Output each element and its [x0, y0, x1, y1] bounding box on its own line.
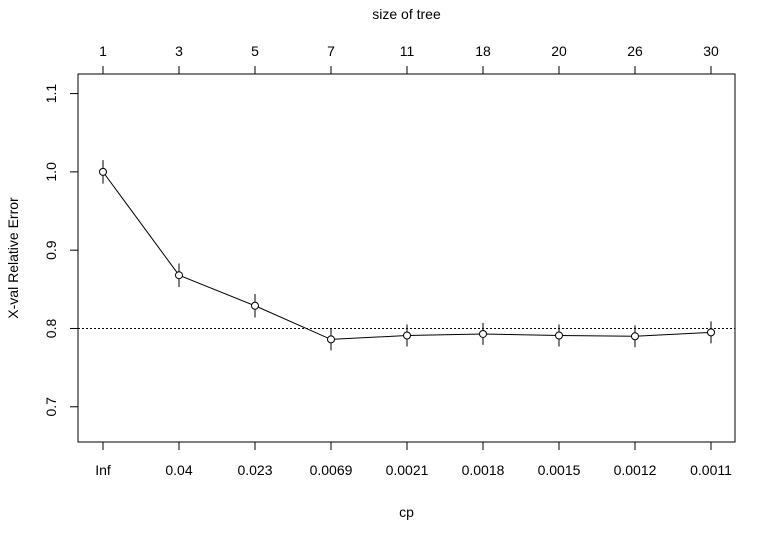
top-axis-label: size of tree	[372, 6, 441, 22]
top-tick-label: 26	[627, 43, 643, 59]
x-tick-label: 0.0018	[462, 462, 505, 478]
top-tick-label: 18	[475, 43, 491, 59]
data-point	[251, 301, 259, 310]
y-tick-label: 0.9	[43, 240, 59, 260]
y-axis-label: X-val Relative Error	[5, 197, 21, 319]
top-tick-label: 1	[99, 43, 107, 59]
y-tick-label: 1.0	[43, 162, 59, 182]
top-tick-label: 3	[175, 43, 183, 59]
data-point	[555, 331, 563, 340]
x-tick-label: 0.023	[237, 462, 272, 478]
x-tick-label: 0.0069	[310, 462, 353, 478]
x-tick-label: 0.0021	[386, 462, 429, 478]
series-layer	[99, 160, 715, 351]
x-tick-label: 0.0011	[690, 462, 732, 478]
x-tick-label: 0.0012	[614, 462, 657, 478]
series-line	[102, 171, 712, 340]
x-axis-label: cp	[399, 504, 414, 520]
y-tick-label: 0.7	[43, 397, 59, 417]
data-point	[175, 271, 183, 280]
data-point	[631, 332, 639, 341]
top-tick-label: 30	[703, 43, 719, 59]
left-axis: 0.7 0.8 0.9 1.0 1.1	[43, 84, 78, 417]
y-tick-label: 1.1	[43, 84, 59, 104]
data-point	[403, 331, 411, 340]
bottom-axis: Inf 0.04 0.023 0.0069 0.0021 0.0018 0.0015 0.00…	[95, 442, 732, 478]
top-tick-label: 5	[251, 43, 259, 59]
plot-frame	[77, 73, 736, 443]
x-tick-label: 0.04	[165, 462, 192, 478]
top-tick-label: 20	[551, 43, 567, 59]
y-tick-label: 0.8	[43, 319, 59, 339]
data-point	[707, 328, 715, 337]
top-axis: 1 3 5 7 11 18 20 26 30	[99, 43, 719, 74]
data-point	[479, 329, 487, 338]
plot-border	[77, 73, 736, 443]
x-tick-label: Inf	[95, 462, 111, 478]
data-point	[99, 167, 107, 176]
top-tick-label: 7	[327, 43, 335, 59]
data-point	[327, 335, 335, 344]
x-tick-label: 0.0015	[538, 462, 581, 478]
top-tick-label: 11	[400, 43, 415, 59]
